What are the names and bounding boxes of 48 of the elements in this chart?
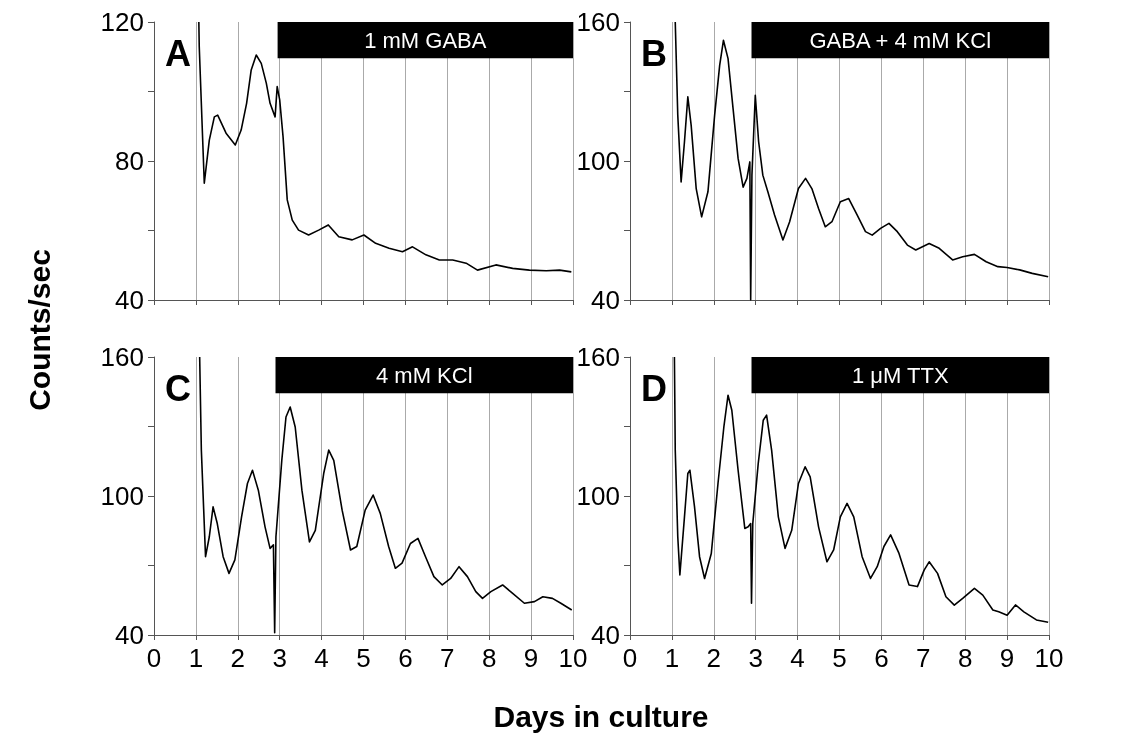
band-label: 4 mM KCl [375,362,473,388]
y-tick-label: 160 [576,7,620,37]
x-tick-label: 0 [146,643,162,673]
chart-title: C [165,367,191,409]
x-tick-label: 10 [1034,643,1064,673]
y-tick-label: 40 [115,285,144,315]
chart-title: A [165,32,191,74]
x-tick-label: 1 [664,643,680,673]
x-tick-label: 7 [440,643,455,673]
band-label: 1 μM TTX [851,362,949,388]
x-tick-label: 1 [188,643,204,673]
x-tick-label: 6 [874,643,889,673]
x-tick-label: 4 [790,643,805,673]
line-series [198,21,573,273]
x-tick-label: 8 [481,643,497,673]
chart-title: D [641,367,667,409]
y-tick-label: 120 [100,7,144,37]
band-label: GABA + 4 mM KCl [809,27,992,53]
x-tick-label: 10 [558,643,588,673]
x-tick-label: 9 [999,643,1015,673]
y-tick-label: 100 [100,481,144,511]
chart-title: B [641,32,667,74]
y-tick-label: 80 [115,146,144,176]
x-tick-label: 6 [398,643,413,673]
x-tick-label: 5 [356,643,371,673]
y-tick-label: 100 [576,146,620,176]
line-series [198,356,573,634]
line-series [674,21,1049,301]
band-label: 1 mM GABA [364,27,487,53]
y-tick-label: 160 [100,342,144,372]
x-tick-label: 3 [748,643,763,673]
x-tick-label: 5 [832,643,847,673]
x-tick-label: 7 [916,643,931,673]
x-tick-label: 0 [622,643,638,673]
x-tick-label: 3 [272,643,287,673]
x-axis-title: Days in culture [493,700,709,734]
y-tick-label: 100 [576,481,620,511]
y-tick-label: 40 [115,620,144,650]
x-tick-label: 2 [706,643,722,673]
y-axis-title: Counts/sec [23,249,57,411]
x-tick-label: 2 [230,643,246,673]
line-series [673,356,1049,624]
x-tick-label: 4 [314,643,329,673]
y-tick-label: 40 [591,285,620,315]
x-tick-label: 9 [523,643,539,673]
x-tick-label: 8 [957,643,973,673]
y-tick-label: 160 [576,342,620,372]
y-tick-label: 40 [591,620,620,650]
